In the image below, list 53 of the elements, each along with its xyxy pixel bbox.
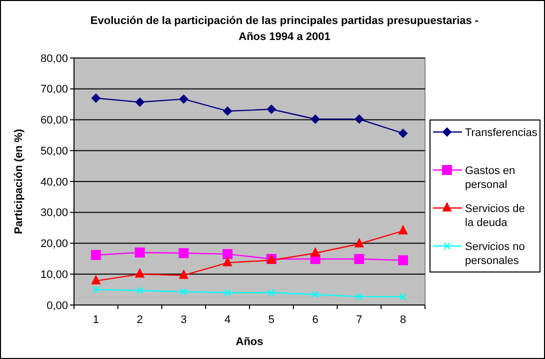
point (91, 275, 100, 284)
x-tick-label: 4 (224, 314, 231, 326)
y-tick-label: 20,00 (40, 238, 68, 250)
point (356, 293, 363, 300)
y-tick-label: 30,00 (40, 207, 68, 220)
y-tick-label: 50,00 (40, 145, 68, 158)
point (179, 94, 188, 104)
x-tick-label: 2 (136, 314, 143, 326)
point (135, 268, 144, 278)
point (135, 98, 144, 107)
point (266, 104, 276, 114)
point (223, 106, 232, 116)
point (354, 254, 364, 264)
point (91, 94, 100, 103)
point (398, 225, 408, 234)
y-tick-label: 40,00 (40, 176, 68, 188)
x-tick-label: 1 (92, 314, 99, 326)
point (398, 128, 408, 138)
point (178, 248, 189, 258)
y-tick-label: 80,00 (40, 52, 68, 65)
point (268, 289, 276, 296)
point (224, 289, 232, 296)
point (354, 114, 364, 124)
x-axis-title: Años (236, 336, 264, 348)
legend-label: Servicios de la deuda (465, 202, 525, 229)
legend-label: Transferencias (465, 126, 538, 139)
y-tick-label: 70,00 (40, 84, 68, 96)
point (222, 249, 233, 260)
point (92, 286, 100, 294)
legend-label: Gastos en personal (465, 164, 516, 191)
x-tick-label: 7 (356, 314, 362, 326)
point (179, 270, 188, 279)
point (136, 286, 144, 294)
y-tick-label: 60,00 (40, 114, 68, 127)
legend-label: Servicios no personales (465, 240, 525, 267)
point (134, 248, 145, 258)
x-tick-label: 3 (180, 314, 187, 326)
x-tick-label: 6 (312, 314, 318, 326)
y-tick-label: 0,00 (46, 300, 68, 312)
x-tick-label: 8 (400, 314, 406, 326)
y-tick-label: 10,00 (40, 268, 68, 281)
y-axis-title: Participación (en %) (13, 128, 25, 234)
point (310, 248, 320, 257)
point (354, 238, 364, 248)
x-tick-label: 5 (268, 314, 274, 326)
point (180, 288, 188, 296)
point (398, 255, 408, 266)
point (310, 114, 320, 124)
chart-title: Evolución de la participación de las principales partidas presupuestarias - Años 1994 a 2001 (90, 15, 479, 43)
point (90, 250, 101, 260)
point (399, 293, 407, 300)
point (312, 290, 319, 298)
point (223, 257, 232, 266)
